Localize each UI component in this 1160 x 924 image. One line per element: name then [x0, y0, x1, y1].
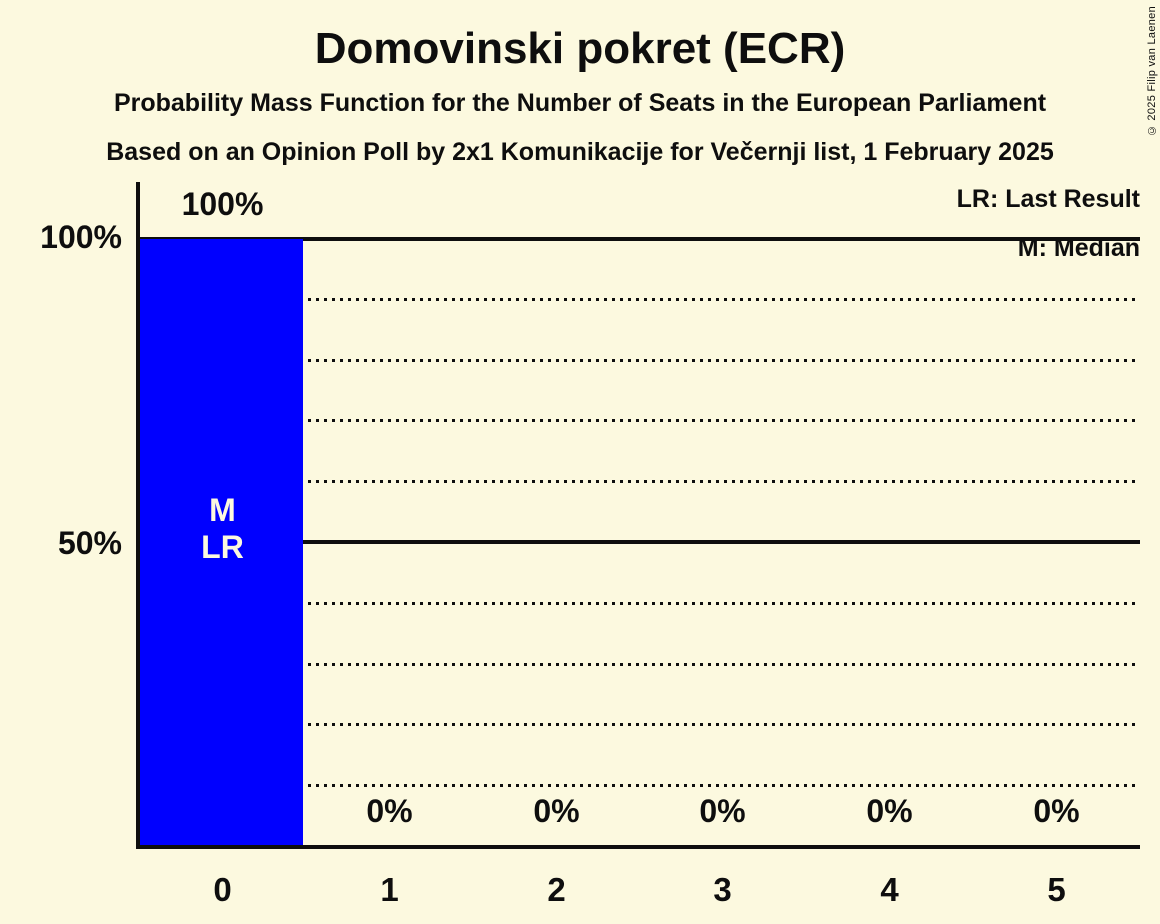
value-label-seat-2: 0% — [533, 793, 580, 829]
value-label-seat-0: 100% — [181, 186, 264, 222]
x-axis-line — [136, 845, 1140, 849]
x-tick-label-1: 1 — [380, 871, 399, 908]
value-label-seat-5: 0% — [1033, 793, 1080, 829]
gridline-20pct — [140, 723, 1140, 726]
gridline-30pct — [140, 663, 1140, 666]
bar-seat-0 — [140, 239, 303, 845]
median-marker: M — [209, 492, 236, 528]
value-label-seat-1: 0% — [366, 793, 413, 829]
y-axis-line — [136, 182, 140, 849]
gridline-90pct — [140, 298, 1140, 301]
gridline-100pct — [140, 237, 1140, 241]
gridline-80pct — [140, 359, 1140, 362]
value-label-seat-4: 0% — [866, 793, 913, 829]
x-tick-label-2: 2 — [547, 871, 566, 908]
bar-annotation-median-lastresult: M LR — [139, 492, 306, 566]
gridline-60pct — [140, 480, 1140, 483]
chart-subtitle: Probability Mass Function for the Number… — [113, 89, 1047, 117]
gridline-70pct — [140, 419, 1140, 422]
gridline-50pct — [140, 540, 1140, 544]
last-result-marker: LR — [201, 529, 244, 565]
copyright-notice: © 2025 Filip van Laenen — [1146, 6, 1158, 137]
page-title: Domovinski pokret (ECR) — [314, 24, 846, 73]
y-tick-label-50: 50% — [57, 525, 122, 561]
chart-source-line: Based on an Opinion Poll by 2x1 Komunika… — [106, 138, 1054, 166]
x-tick-label-0: 0 — [213, 871, 232, 908]
x-tick-label-3: 3 — [713, 871, 732, 908]
y-tick-label-100: 100% — [40, 219, 122, 255]
x-tick-label-4: 4 — [880, 871, 899, 908]
value-label-seat-3: 0% — [699, 793, 746, 829]
gridline-40pct — [140, 602, 1140, 605]
gridline-10pct — [140, 784, 1140, 787]
x-tick-label-5: 5 — [1047, 871, 1066, 908]
legend-last-result: LR: Last Result — [956, 185, 1140, 213]
